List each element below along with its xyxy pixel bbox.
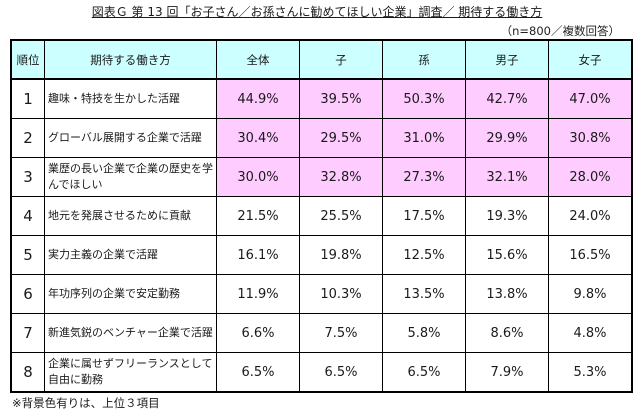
value-cell: 42.7% [465, 78, 549, 119]
rank-cell: 8 [10, 352, 45, 393]
value-cell: 9.8% [548, 274, 633, 314]
rank-cell: 5 [10, 235, 45, 275]
value-cell: 19.8% [299, 235, 383, 275]
value-cell: 30.8% [548, 118, 633, 158]
page-title: 図表Ｇ 第 13 回「お子さん／お孫さんに勧めてほしい企業」調査／ 期待する働き… [0, 4, 634, 20]
table-row: 5 実力主義の企業で活躍 16.1% 19.8% 12.5% 15.6% 16.5% [10, 235, 633, 275]
header-item: 期待する働き方 [44, 39, 217, 80]
table-row: 4 地元を発展させるために貢献 21.5% 25.5% 17.5% 19.3% 24.0% [10, 196, 633, 236]
value-cell: 6.5% [382, 352, 466, 393]
title-text: 図表Ｇ 第 13 回「お子さん／お孫さんに勧めてほしい企業」調査／ 期待する働き… [91, 5, 543, 19]
table-row: 2 グローバル展開する企業で活躍 30.4% 29.5% 31.0% 29.9% 30.8% [10, 118, 633, 158]
header-all: 全体 [216, 39, 300, 80]
sample-note: （n=800／複数回答） [500, 24, 620, 38]
rank-cell: 1 [10, 78, 45, 119]
table-row: 1 趣味・特技を生かした活躍 44.9% 39.5% 50.3% 42.7% 47.0% [10, 78, 633, 119]
value-cell: 29.5% [299, 118, 383, 158]
value-cell: 21.5% [216, 196, 300, 236]
header-rank: 順位 [10, 39, 45, 80]
value-cell: 12.5% [382, 235, 466, 275]
value-cell: 47.0% [548, 78, 633, 119]
value-cell: 7.9% [465, 352, 549, 393]
results-table: 順位 期待する働き方 全体 子 孫 男子 女子 1 趣味・特技を生かした活躍 44.… [10, 39, 633, 393]
item-cell: 新進気鋭のベンチャー企業で活躍 [44, 313, 217, 353]
value-cell: 30.4% [216, 118, 300, 158]
value-cell: 27.3% [382, 157, 466, 197]
item-cell: グローバル展開する企業で活躍 [44, 118, 217, 158]
table-row: 8 企業に属せずフリーランスとして自由に勤務 6.5% 6.5% 6.5% 7.9% 5.3… [10, 352, 633, 393]
value-cell: 6.5% [216, 352, 300, 393]
value-cell: 50.3% [382, 78, 466, 119]
rank-cell: 2 [10, 118, 45, 158]
item-cell: 業歴の長い企業で企業の歴史を学んでほしい [44, 157, 217, 197]
value-cell: 8.6% [465, 313, 549, 353]
value-cell: 29.9% [465, 118, 549, 158]
rank-cell: 7 [10, 313, 45, 353]
value-cell: 10.3% [299, 274, 383, 314]
item-cell: 地元を発展させるために貢献 [44, 196, 217, 236]
value-cell: 13.5% [382, 274, 466, 314]
rank-cell: 3 [10, 157, 45, 197]
header-boys: 男子 [465, 39, 549, 80]
value-cell: 32.1% [465, 157, 549, 197]
value-cell: 13.8% [465, 274, 549, 314]
item-cell: 年功序列の企業で安定勤務 [44, 274, 217, 314]
value-cell: 6.6% [216, 313, 300, 353]
value-cell: 16.5% [548, 235, 633, 275]
footnote: ※背景色有りは、上位３項目 [12, 396, 160, 410]
header-girls: 女子 [548, 39, 633, 80]
value-cell: 39.5% [299, 78, 383, 119]
value-cell: 24.0% [548, 196, 633, 236]
value-cell: 30.0% [216, 157, 300, 197]
value-cell: 19.3% [465, 196, 549, 236]
value-cell: 17.5% [382, 196, 466, 236]
value-cell: 5.3% [548, 352, 633, 393]
header-child: 子 [299, 39, 383, 80]
item-cell: 趣味・特技を生かした活躍 [44, 78, 217, 119]
header-grandchild: 孫 [382, 39, 466, 80]
header-row: 順位 期待する働き方 全体 子 孫 男子 女子 [10, 39, 633, 80]
table-row: 7 新進気鋭のベンチャー企業で活躍 6.6% 7.5% 5.8% 8.6% 4.8% [10, 313, 633, 353]
value-cell: 15.6% [465, 235, 549, 275]
value-cell: 5.8% [382, 313, 466, 353]
rank-cell: 4 [10, 196, 45, 236]
value-cell: 4.8% [548, 313, 633, 353]
value-cell: 25.5% [299, 196, 383, 236]
value-cell: 32.8% [299, 157, 383, 197]
value-cell: 6.5% [299, 352, 383, 393]
table-row: 6 年功序列の企業で安定勤務 11.9% 10.3% 13.5% 13.8% 9.8% [10, 274, 633, 314]
table-row: 3 業歴の長い企業で企業の歴史を学んでほしい 30.0% 32.8% 27.3% 32.1… [10, 157, 633, 197]
item-cell: 企業に属せずフリーランスとして自由に勤務 [44, 352, 217, 393]
rank-cell: 6 [10, 274, 45, 314]
value-cell: 28.0% [548, 157, 633, 197]
value-cell: 11.9% [216, 274, 300, 314]
value-cell: 31.0% [382, 118, 466, 158]
value-cell: 44.9% [216, 78, 300, 119]
value-cell: 16.1% [216, 235, 300, 275]
value-cell: 7.5% [299, 313, 383, 353]
item-cell: 実力主義の企業で活躍 [44, 235, 217, 275]
